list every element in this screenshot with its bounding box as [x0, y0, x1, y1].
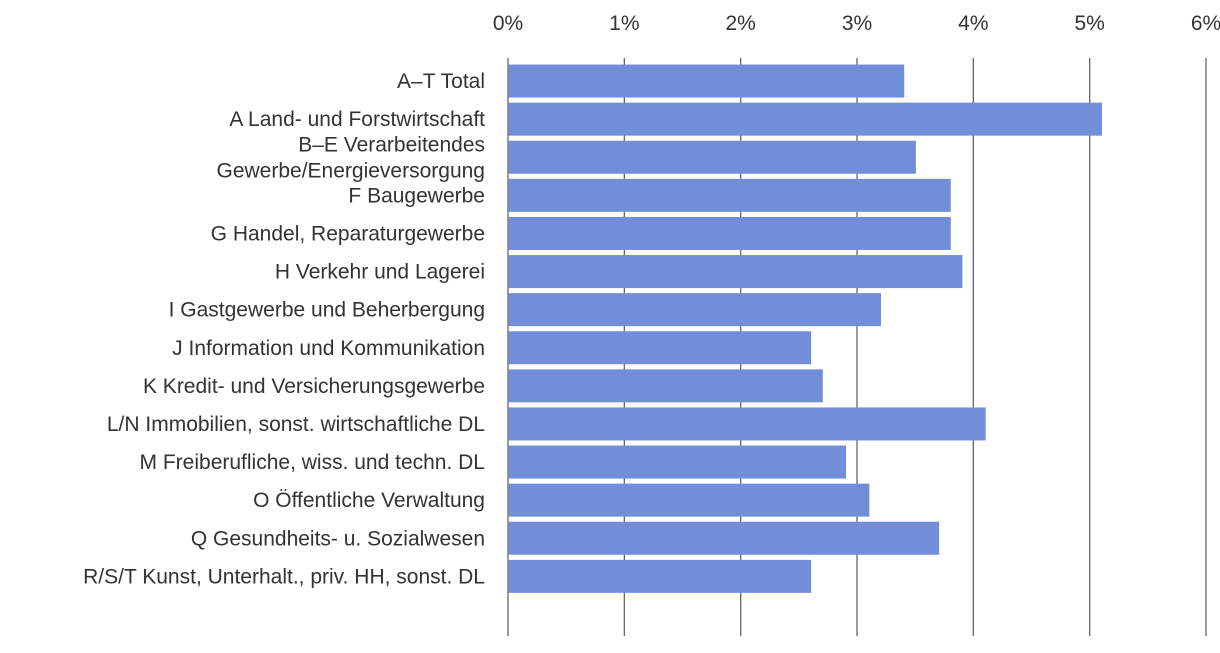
- x-tick-label: 5%: [1074, 12, 1104, 35]
- x-tick-label: 0%: [493, 12, 523, 35]
- bar: [508, 293, 881, 327]
- x-tick-label: 2%: [725, 12, 755, 35]
- category-label: A Land- und Forstwirtschaft: [229, 108, 485, 131]
- category-label: H Verkehr und Lagerei: [275, 261, 485, 284]
- bar: [508, 407, 986, 441]
- bar: [508, 140, 916, 174]
- category-label: R/S/T Kunst, Unterhalt., priv. HH, sonst…: [83, 565, 485, 588]
- category-label: O Öffentliche Verwaltung: [253, 489, 485, 512]
- x-tick-label: 6%: [1191, 12, 1220, 35]
- category-label: I Gastgewerbe und Beherbergung: [169, 299, 485, 322]
- category-labels: A–T Total A Land- und ForstwirtschaftB–E …: [83, 70, 485, 588]
- bar: [508, 64, 905, 98]
- bar: [508, 521, 940, 555]
- category-label: F Baugewerbe: [348, 184, 485, 207]
- x-axis-tick-labels: 0% 1% 2% 3% 4% 5% 6%: [493, 12, 1220, 35]
- bar: [508, 559, 812, 593]
- bar: [508, 255, 963, 289]
- x-tick-label: 3%: [842, 12, 872, 35]
- category-label: K Kredit- und Versicherungsgewerbe: [143, 375, 485, 398]
- bar: [508, 483, 870, 517]
- bar: [508, 331, 812, 365]
- category-label: Q Gesundheits- u. Sozialwesen: [191, 527, 485, 550]
- category-label: G Handel, Reparaturgewerbe: [211, 222, 485, 245]
- bar: [508, 369, 823, 403]
- x-tick-label: 1%: [609, 12, 639, 35]
- bar: [508, 216, 951, 250]
- category-label: J Information und Kommunikation: [172, 337, 485, 360]
- category-label: L/N Immobilien, sonst. wirtschaftliche D…: [107, 413, 485, 436]
- bar: [508, 102, 1102, 136]
- bar: [508, 178, 951, 212]
- bars: [508, 64, 1102, 593]
- category-label: M Freiberufliche, wiss. und techn. DL: [140, 451, 485, 474]
- category-label: A–T Total: [397, 70, 485, 93]
- bar: [508, 445, 847, 479]
- category-label: Gewerbe/Energieversorgung: [217, 159, 486, 182]
- category-label: B–E Verarbeitendes: [298, 133, 485, 156]
- x-tick-label: 4%: [958, 12, 988, 35]
